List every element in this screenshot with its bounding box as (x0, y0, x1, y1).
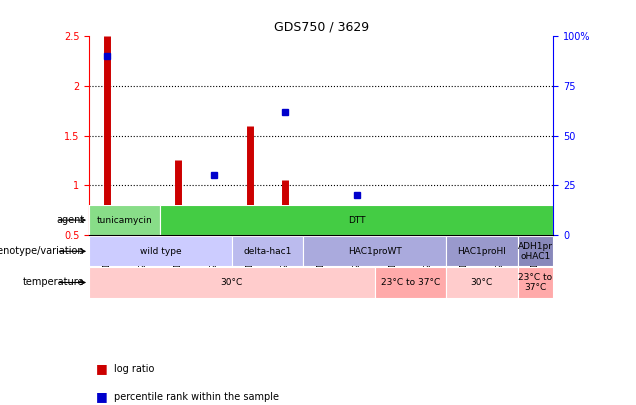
Text: HAC1proWT: HAC1proWT (348, 247, 401, 256)
Text: log ratio: log ratio (114, 364, 155, 373)
Text: temperature: temperature (23, 277, 85, 288)
Text: 23°C to
37°C: 23°C to 37°C (518, 273, 553, 292)
Bar (446, 267, 518, 298)
Text: 30°C: 30°C (221, 278, 243, 287)
Bar (232, 236, 303, 266)
Text: DTT: DTT (348, 215, 366, 225)
Text: delta-hac1: delta-hac1 (244, 247, 292, 256)
Text: ADH1pr
oHAC1: ADH1pr oHAC1 (518, 242, 553, 261)
Bar (89, 236, 232, 266)
Bar (89, 205, 160, 235)
Text: percentile rank within the sample: percentile rank within the sample (114, 392, 279, 402)
Text: agent: agent (56, 215, 85, 225)
Bar (518, 267, 553, 298)
Text: genotype/variation: genotype/variation (0, 246, 85, 256)
Text: HAC1proHI: HAC1proHI (457, 247, 506, 256)
Text: 23°C to 37°C: 23°C to 37°C (381, 278, 440, 287)
Text: wild type: wild type (140, 247, 181, 256)
Bar (375, 267, 446, 298)
Text: ■: ■ (95, 390, 107, 403)
Text: ■: ■ (95, 362, 107, 375)
Bar (89, 267, 375, 298)
Title: GDS750 / 3629: GDS750 / 3629 (273, 21, 369, 34)
Bar (160, 205, 553, 235)
Bar (303, 236, 446, 266)
Bar (518, 236, 553, 266)
Text: tunicamycin: tunicamycin (97, 215, 153, 225)
Bar (446, 236, 518, 266)
Text: 30°C: 30°C (471, 278, 493, 287)
